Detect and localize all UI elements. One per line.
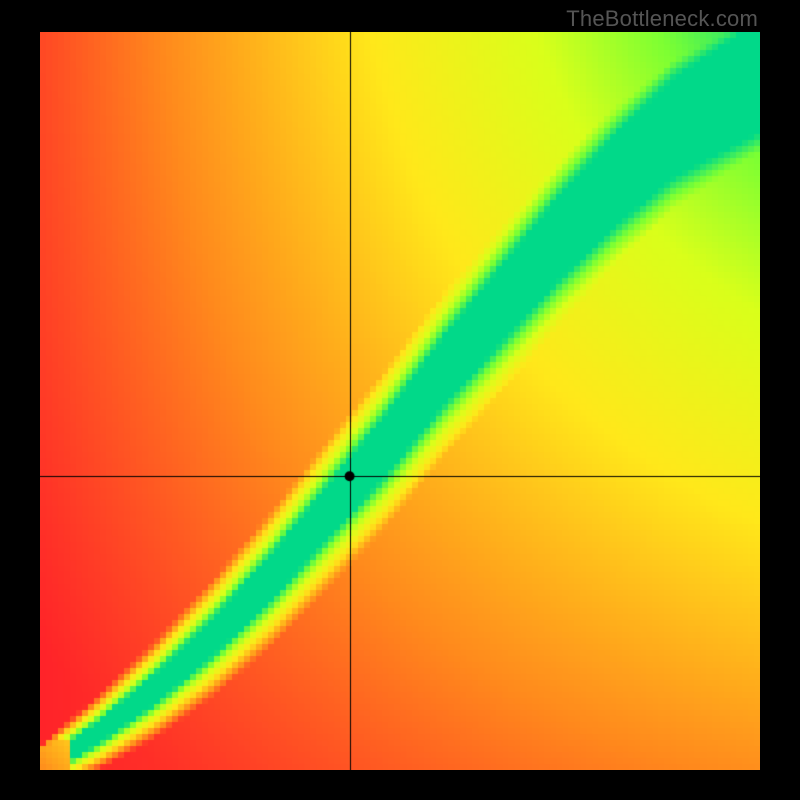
- bottleneck-heatmap-canvas: [40, 32, 760, 770]
- watermark-text: TheBottleneck.com: [566, 6, 758, 32]
- chart-container: TheBottleneck.com: [0, 0, 800, 800]
